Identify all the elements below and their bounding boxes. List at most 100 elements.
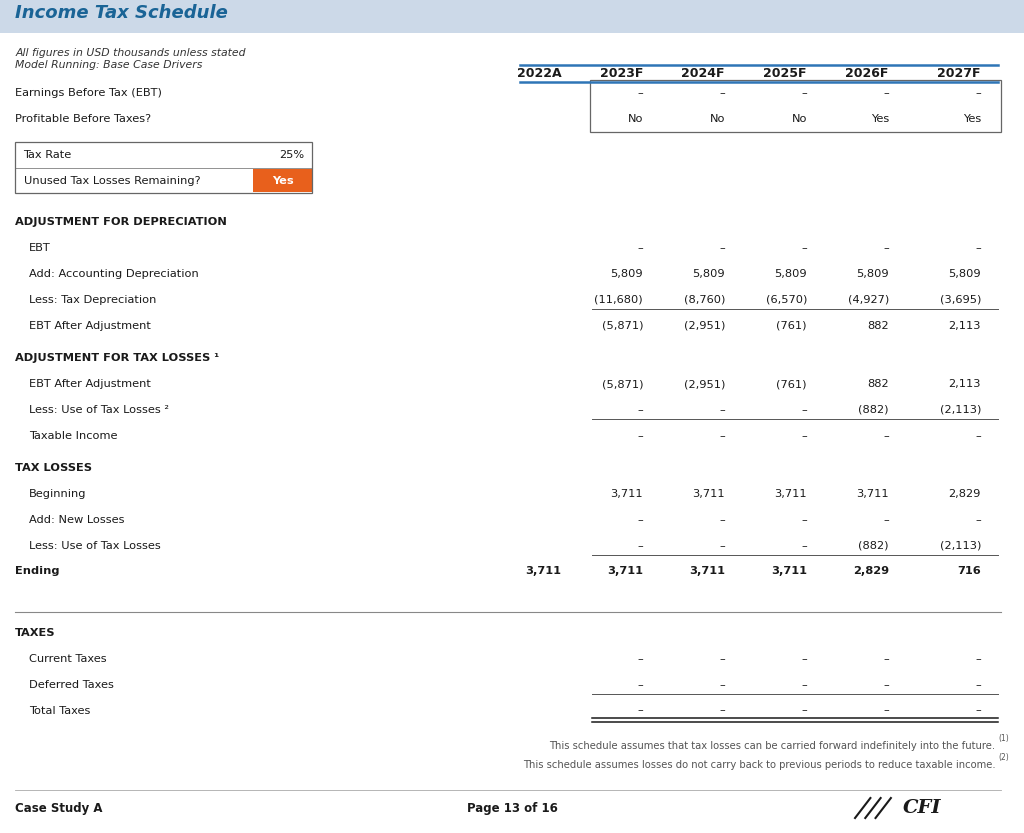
Text: EBT: EBT xyxy=(29,243,50,253)
Text: 882: 882 xyxy=(867,321,889,331)
Text: 2,829: 2,829 xyxy=(948,489,981,499)
Text: Ending: Ending xyxy=(15,566,59,576)
Text: Unused Tax Losses Remaining?: Unused Tax Losses Remaining? xyxy=(24,176,200,186)
Text: –: – xyxy=(883,515,889,525)
Text: TAX LOSSES: TAX LOSSES xyxy=(15,463,92,473)
FancyBboxPatch shape xyxy=(253,169,312,192)
Text: Yes: Yes xyxy=(271,176,294,186)
Text: –: – xyxy=(975,680,981,690)
Text: –: – xyxy=(719,405,725,415)
Text: –: – xyxy=(719,243,725,253)
Text: –: – xyxy=(719,680,725,690)
Text: 25%: 25% xyxy=(279,150,304,160)
Text: 2024F: 2024F xyxy=(682,67,725,80)
Text: 3,711: 3,711 xyxy=(610,489,643,499)
Text: All figures in USD thousands unless stated: All figures in USD thousands unless stat… xyxy=(15,48,246,58)
Text: ADJUSTMENT FOR TAX LOSSES ¹: ADJUSTMENT FOR TAX LOSSES ¹ xyxy=(15,353,219,363)
Text: –: – xyxy=(975,654,981,664)
Text: –: – xyxy=(801,680,807,690)
Text: TAXES: TAXES xyxy=(15,628,56,638)
Text: (4,927): (4,927) xyxy=(848,295,889,305)
Text: (882): (882) xyxy=(858,405,889,415)
Text: 5,809: 5,809 xyxy=(856,269,889,279)
Text: –: – xyxy=(637,706,643,716)
Text: 3,711: 3,711 xyxy=(771,566,807,576)
Text: –: – xyxy=(801,706,807,716)
Text: No: No xyxy=(710,114,725,124)
Text: (882): (882) xyxy=(858,541,889,551)
Text: This schedule assumes that tax losses can be carried forward indefinitely into t: This schedule assumes that tax losses ca… xyxy=(549,741,995,751)
Text: No: No xyxy=(792,114,807,124)
Text: –: – xyxy=(637,243,643,253)
Text: Add: Accounting Depreciation: Add: Accounting Depreciation xyxy=(29,269,199,279)
Text: –: – xyxy=(719,654,725,664)
Text: Tax Rate: Tax Rate xyxy=(24,150,72,160)
Text: (2,951): (2,951) xyxy=(684,321,725,331)
Text: EBT After Adjustment: EBT After Adjustment xyxy=(29,321,151,331)
Text: 2026F: 2026F xyxy=(846,67,889,80)
Text: 3,711: 3,711 xyxy=(525,566,561,576)
Text: 2025F: 2025F xyxy=(764,67,807,80)
Text: –: – xyxy=(801,654,807,664)
Text: (2,951): (2,951) xyxy=(684,379,725,389)
Text: –: – xyxy=(719,706,725,716)
Text: –: – xyxy=(883,706,889,716)
Text: ADJUSTMENT FOR DEPRECIATION: ADJUSTMENT FOR DEPRECIATION xyxy=(15,217,227,227)
Text: Beginning: Beginning xyxy=(29,489,86,499)
Text: (11,680): (11,680) xyxy=(595,295,643,305)
FancyBboxPatch shape xyxy=(0,0,1024,33)
Text: (3,695): (3,695) xyxy=(940,295,981,305)
Text: (5,871): (5,871) xyxy=(601,321,643,331)
Text: –: – xyxy=(801,405,807,415)
Text: This schedule assumes losses do not carry back to previous periods to reduce tax: This schedule assumes losses do not carr… xyxy=(522,760,995,770)
Text: (2,113): (2,113) xyxy=(940,541,981,551)
Text: 2022A: 2022A xyxy=(516,67,561,80)
Text: Total Taxes: Total Taxes xyxy=(29,706,90,716)
Text: –: – xyxy=(801,243,807,253)
Text: 5,809: 5,809 xyxy=(774,269,807,279)
Text: Less: Use of Tax Losses ²: Less: Use of Tax Losses ² xyxy=(29,405,169,415)
Text: 2,829: 2,829 xyxy=(853,566,889,576)
Text: Profitable Before Taxes?: Profitable Before Taxes? xyxy=(15,114,152,124)
Text: –: – xyxy=(637,405,643,415)
Text: 3,711: 3,711 xyxy=(689,566,725,576)
Text: 2023F: 2023F xyxy=(600,67,643,80)
Text: 3,711: 3,711 xyxy=(774,489,807,499)
Text: –: – xyxy=(975,243,981,253)
Text: –: – xyxy=(637,680,643,690)
Text: –: – xyxy=(975,515,981,525)
Text: –: – xyxy=(975,706,981,716)
Text: (1): (1) xyxy=(998,735,1009,743)
Text: (761): (761) xyxy=(776,321,807,331)
Text: –: – xyxy=(719,515,725,525)
Text: –: – xyxy=(637,431,643,441)
Text: Current Taxes: Current Taxes xyxy=(29,654,106,664)
Text: Case Study A: Case Study A xyxy=(15,801,102,815)
Text: –: – xyxy=(975,431,981,441)
Text: –: – xyxy=(637,515,643,525)
Text: EBT After Adjustment: EBT After Adjustment xyxy=(29,379,151,389)
Text: –: – xyxy=(883,243,889,253)
Text: 5,809: 5,809 xyxy=(610,269,643,279)
Text: (2,113): (2,113) xyxy=(940,405,981,415)
Text: Income Tax Schedule: Income Tax Schedule xyxy=(15,4,228,22)
Text: Earnings Before Tax (EBT): Earnings Before Tax (EBT) xyxy=(15,88,162,98)
Text: Deferred Taxes: Deferred Taxes xyxy=(29,680,114,690)
Text: Taxable Income: Taxable Income xyxy=(29,431,117,441)
Text: 3,711: 3,711 xyxy=(856,489,889,499)
Text: –: – xyxy=(719,431,725,441)
Text: Yes: Yes xyxy=(963,114,981,124)
Text: –: – xyxy=(637,88,643,98)
Text: (761): (761) xyxy=(776,379,807,389)
Text: 5,809: 5,809 xyxy=(948,269,981,279)
Text: –: – xyxy=(801,515,807,525)
Text: Add: New Losses: Add: New Losses xyxy=(29,515,124,525)
Text: –: – xyxy=(637,541,643,551)
Text: CFI: CFI xyxy=(902,799,941,817)
Text: 5,809: 5,809 xyxy=(692,269,725,279)
Text: (2): (2) xyxy=(998,753,1009,761)
Text: –: – xyxy=(637,654,643,664)
Text: Yes: Yes xyxy=(870,114,889,124)
Text: –: – xyxy=(883,654,889,664)
Text: Page 13 of 16: Page 13 of 16 xyxy=(467,801,557,815)
